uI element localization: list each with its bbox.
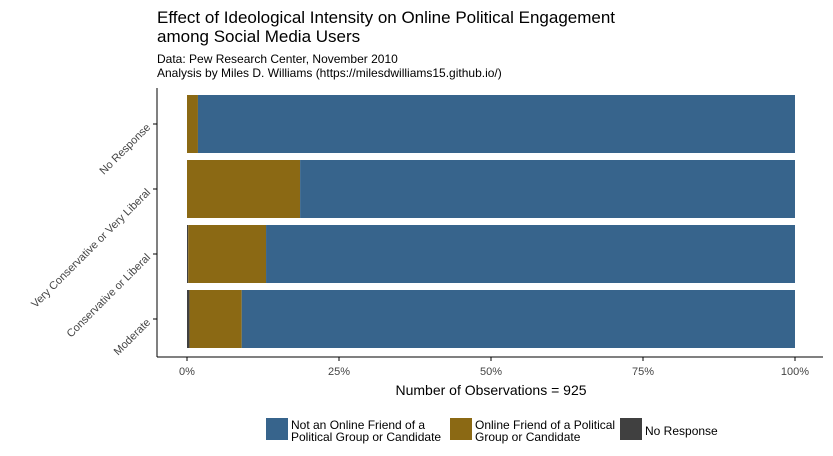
x-axis-title: Number of Observations = 925 bbox=[395, 382, 586, 398]
legend-label-0-line-0: Not an Online Friend of a bbox=[291, 418, 425, 432]
chart-title-line-2: among Social Media Users bbox=[157, 27, 361, 46]
bar-conservative-or-liberal-series-1 bbox=[188, 225, 267, 283]
chart-subtitle-line-1: Data: Pew Research Center, November 2010 bbox=[157, 52, 398, 66]
bar-no-response-series-2 bbox=[197, 95, 796, 153]
bar-very-conservative-or-very-liberal-series-2 bbox=[300, 160, 795, 218]
axes-group bbox=[156, 88, 823, 358]
legend-label-0-line-1: Political Group or Candidate bbox=[291, 430, 441, 444]
y-tick-label: Very Conservative or Very Liberal bbox=[29, 187, 153, 311]
bars-group bbox=[187, 95, 796, 348]
x-tick-label: 50% bbox=[480, 366, 502, 378]
chart-title-line-1: Effect of Ideological Intensity on Onlin… bbox=[157, 8, 616, 27]
legend-label-2: No Response bbox=[645, 424, 718, 438]
bar-very-conservative-or-very-liberal-series-1 bbox=[187, 160, 301, 218]
chart-title: Effect of Ideological Intensity on Onlin… bbox=[157, 8, 717, 46]
bar-moderate-series-2 bbox=[241, 290, 796, 348]
bar-moderate-series-0 bbox=[187, 290, 190, 348]
bar-no-response-series-1 bbox=[187, 95, 198, 153]
chart-subtitle: Data: Pew Research Center, November 2010… bbox=[157, 52, 717, 80]
y-tick-label: No Response bbox=[98, 122, 154, 178]
bar-conservative-or-liberal-series-0 bbox=[187, 225, 189, 283]
legend-swatch-0 bbox=[266, 418, 288, 440]
x-tick-label: 75% bbox=[632, 366, 654, 378]
x-tick-label: 0% bbox=[179, 366, 195, 378]
chart-subtitle-line-2: Analysis by Miles D. Williams (https://m… bbox=[157, 66, 502, 80]
x-tick-label: 100% bbox=[781, 366, 809, 378]
legend-label-1-line-0: Online Friend of a Political bbox=[475, 418, 615, 432]
y-ticks-group: No Response Very Conservative or Very Lib… bbox=[29, 122, 157, 358]
bar-moderate-series-1 bbox=[189, 290, 242, 348]
legend-swatch-1 bbox=[450, 418, 472, 440]
x-ticks-group: 0% 25% 50% 75% 100% bbox=[179, 357, 809, 378]
legend-swatch-2 bbox=[620, 418, 642, 440]
x-tick-label: 25% bbox=[328, 366, 350, 378]
legend-label-1-line-1: Group or Candidate bbox=[475, 430, 581, 444]
y-tick-label: Moderate bbox=[112, 317, 153, 358]
bar-conservative-or-liberal-series-2 bbox=[266, 225, 795, 283]
